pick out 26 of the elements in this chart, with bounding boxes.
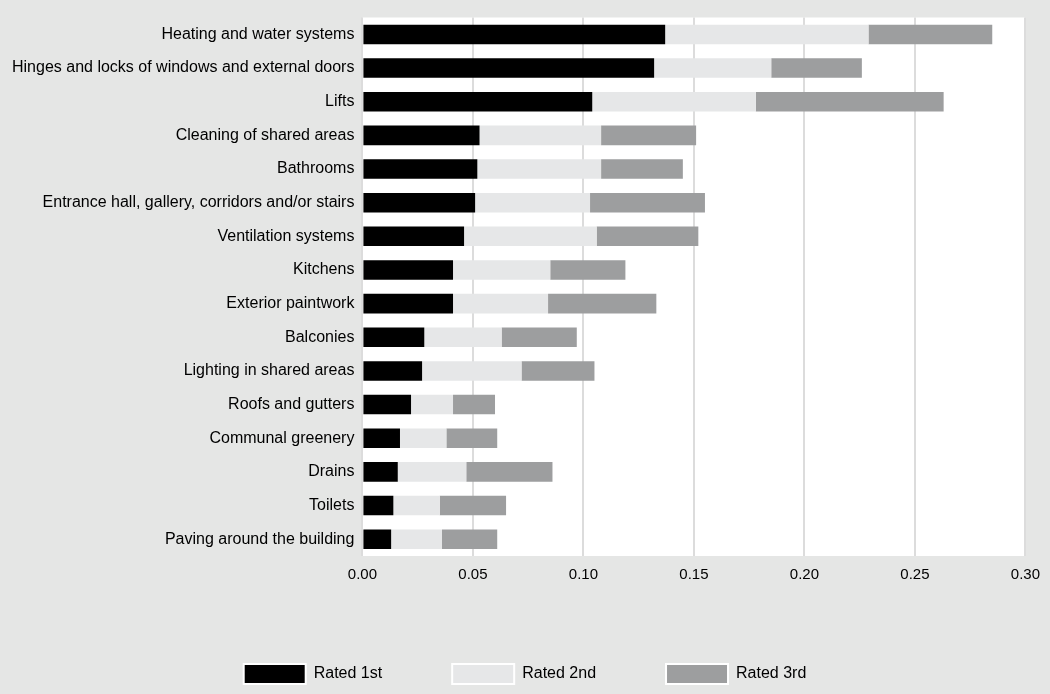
y-tick-label: Cleaning of shared areas <box>175 125 355 143</box>
x-tick-label: 0.05 <box>458 565 488 583</box>
x-tick-label: 0.30 <box>1010 565 1040 583</box>
y-tick-label: Toilets <box>309 495 355 513</box>
y-tick-label: Ventilation systems <box>217 226 355 244</box>
y-tick-label: Entrance hall, gallery, corridors and/or stairs <box>42 193 355 211</box>
y-tick-label: Kitchens <box>293 260 355 278</box>
x-tick-label: 0.15 <box>679 565 709 583</box>
y-tick-label: Communal greenery <box>209 428 355 446</box>
y-tick-label: Hinges and locks of windows and external doors <box>11 58 355 76</box>
y-tick-label: Drains <box>308 462 355 480</box>
y-tick-label: Lifts <box>325 92 355 110</box>
y-tick-label: Lighting in shared areas <box>183 361 355 379</box>
y-tick-label: Heating and water systems <box>161 24 355 42</box>
y-tick-label: Balconies <box>285 327 355 345</box>
legend-label: Rated 2nd <box>522 664 597 682</box>
y-tick-label: Exterior paintwork <box>226 294 356 312</box>
y-tick-label: Bathrooms <box>277 159 355 177</box>
legend-label: Rated 1st <box>313 664 383 682</box>
legend-label: Rated 3rd <box>736 664 807 682</box>
x-tick-label: 0.20 <box>789 565 820 583</box>
y-tick-label: Paving around the building <box>164 529 355 547</box>
y-tick-label: Roofs and gutters <box>228 394 355 412</box>
x-tick-label: 0.25 <box>900 565 930 583</box>
x-tick-label: 0.00 <box>347 565 378 583</box>
x-tick-label: 0.10 <box>568 565 599 583</box>
